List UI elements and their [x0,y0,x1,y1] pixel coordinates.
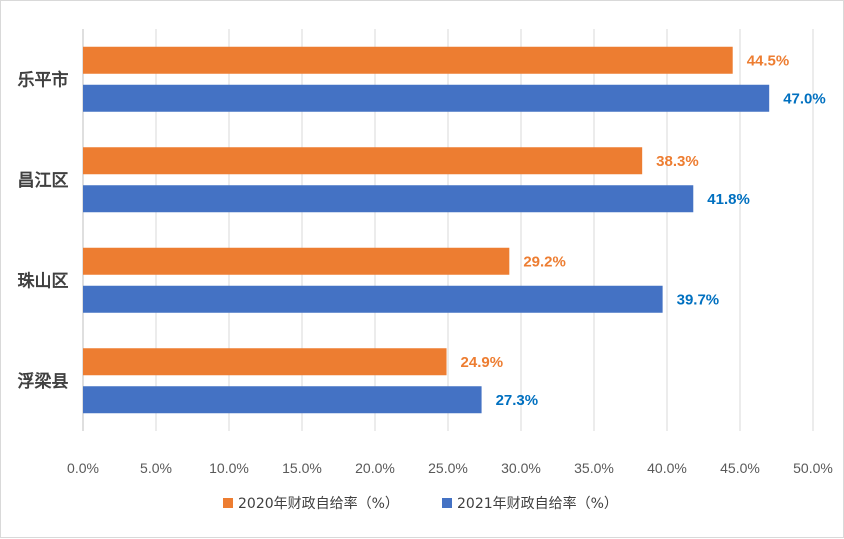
category-label: 昌江区 [18,171,69,191]
x-tick-label: 40.0% [647,460,687,476]
bar [83,247,510,275]
bar [83,386,482,414]
bar [83,84,770,112]
legend-swatch [442,498,452,508]
bar [83,46,733,74]
data-label: 39.7% [677,291,720,308]
x-tick-label: 20.0% [355,460,395,476]
data-label: 24.9% [461,354,504,371]
bar [83,147,643,175]
x-tick-label: 45.0% [720,460,760,476]
x-tick-label: 15.0% [282,460,322,476]
category-label: 乐平市 [18,69,69,90]
x-tick-label: 5.0% [140,460,172,476]
data-label: 47.0% [783,90,826,107]
data-label: 27.3% [496,392,539,409]
data-label: 41.8% [707,191,750,208]
data-label: 29.2% [523,253,566,270]
bar [83,185,694,213]
x-tick-label: 30.0% [501,460,541,476]
data-label: 38.3% [656,153,699,170]
bar [83,348,447,376]
category-label: 浮梁县 [18,371,69,392]
x-tick-label: 10.0% [209,460,249,476]
data-label: 44.5% [747,52,790,69]
x-tick-label: 0.0% [67,460,99,476]
category-label: 珠山区 [18,271,69,291]
legend-label: 2021年财政自给率（%） [457,495,618,512]
legend-label: 2020年财政自给率（%） [238,495,399,512]
bar [83,285,663,313]
x-tick-label: 50.0% [793,460,833,476]
x-tick-label: 35.0% [574,460,614,476]
legend-swatch [223,498,233,508]
x-tick-label: 25.0% [428,460,468,476]
